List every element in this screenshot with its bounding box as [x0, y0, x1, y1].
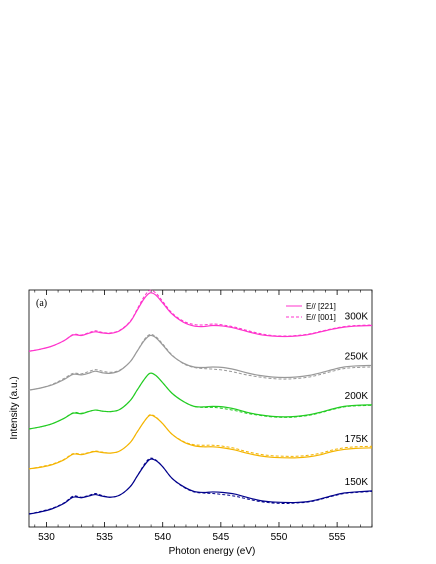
- series-175K-dashed: [28, 414, 373, 470]
- legend: E// [221] E// [001]: [286, 302, 336, 322]
- y-axis-title: Intensity (a.u.): [9, 376, 20, 439]
- x-tick-label: 540: [154, 532, 171, 543]
- x-tick-label: 550: [271, 532, 288, 543]
- legend-label-dashed: E// [001]: [306, 313, 336, 322]
- legend-label-solid: E// [221]: [306, 302, 336, 311]
- series-lines: [28, 289, 373, 515]
- series-label-300K: 300K: [345, 312, 369, 323]
- series-150K-solid: [28, 458, 373, 515]
- x-tick-label: 535: [96, 532, 113, 543]
- plot-frame: [28, 289, 373, 528]
- x-tick-labels: 530 535 540 545 550 555: [38, 532, 346, 543]
- x-tick-label: 545: [213, 532, 230, 543]
- series-250K-solid: [28, 334, 373, 391]
- series-label-150K: 150K: [345, 477, 369, 488]
- series-labels: 150K 175K 200K 250K 300K: [345, 312, 369, 488]
- x-tick-label: 530: [38, 532, 55, 543]
- series-label-250K: 250K: [345, 351, 369, 362]
- series-175K-solid: [28, 414, 373, 470]
- panel-label: (a): [36, 298, 47, 309]
- series-250K-dashed: [28, 333, 373, 391]
- series-label-200K: 200K: [345, 391, 369, 402]
- series-300K-solid: [28, 292, 373, 352]
- series-200K-solid: [28, 372, 373, 430]
- x-axis-title: Photon energy (eV): [169, 546, 256, 557]
- series-150K-dashed: [28, 457, 373, 515]
- series-label-175K: 175K: [345, 434, 369, 445]
- series-200K-dashed: [28, 372, 373, 430]
- tick-marks: [34, 290, 373, 527]
- x-tick-label: 555: [329, 532, 346, 543]
